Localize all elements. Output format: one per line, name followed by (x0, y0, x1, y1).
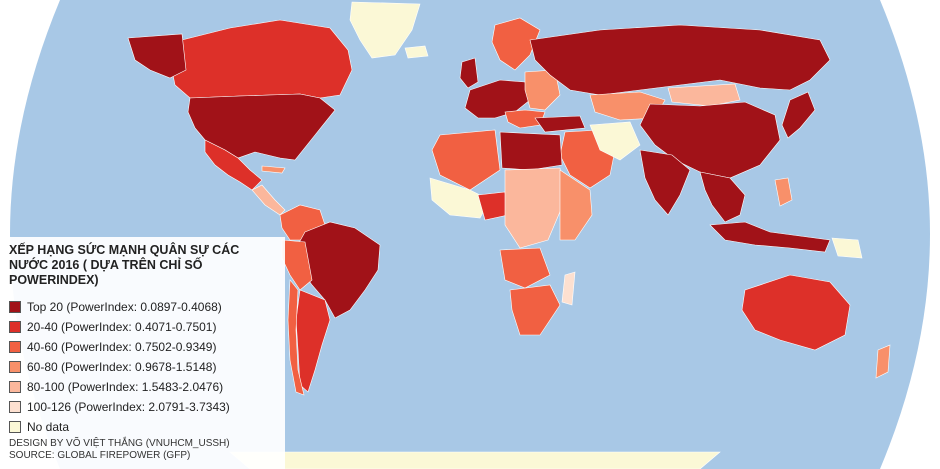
legend-swatch (9, 381, 21, 393)
west-africa (429, 177, 491, 219)
antarctica (229, 451, 721, 469)
legend-swatch (9, 321, 21, 333)
legend-item-40-60: 40-60 (PowerIndex: 0.7502-0.9349) (9, 339, 216, 355)
legend-label: 60-80 (PowerIndex: 0.9678-1.5148) (27, 360, 217, 374)
legend-title: XẾP HẠNG SỨC MẠNH QUÂN SỰ CÁC NƯỚC 2016 … (9, 243, 240, 287)
korea-japan (781, 91, 816, 139)
legend-swatch (9, 421, 21, 433)
cuba (261, 165, 286, 174)
uk (459, 57, 479, 89)
legend-item-80-100: 80-100 (PowerIndex: 1.5483-2.0476) (9, 379, 223, 395)
new-zealand (875, 344, 891, 379)
source-credit: SOURCE: GLOBAL FIREPOWER (GFP) (9, 450, 191, 461)
chile (287, 279, 305, 396)
legend-item-20-40: 20-40 (PowerIndex: 0.4071-0.7501) (9, 319, 216, 335)
legend-item-60-80: 60-80 (PowerIndex: 0.9678-1.5148) (9, 359, 216, 375)
central-america (251, 184, 286, 216)
legend-item-100-126: 100-126 (PowerIndex: 2.0791-3.7343) (9, 399, 230, 415)
legend-label: No data (27, 420, 70, 434)
india (639, 149, 691, 216)
legend-swatch (9, 301, 21, 313)
scandinavia (491, 17, 541, 71)
alaska (127, 33, 187, 79)
argentina (295, 289, 331, 393)
central-africa (504, 167, 566, 249)
usa (187, 93, 336, 161)
papua (831, 237, 863, 259)
australia (741, 274, 851, 351)
iran-afghanistan (589, 121, 641, 161)
legend-label: Top 20 (PowerIndex: 0.0897-0.4068) (27, 300, 222, 314)
greenland (349, 1, 421, 59)
philippines (774, 177, 793, 207)
madagascar (561, 271, 576, 306)
legend-swatch (9, 341, 21, 353)
indonesia (709, 221, 831, 253)
legend-label: 80-100 (PowerIndex: 1.5483-2.0476) (27, 380, 224, 394)
russia (529, 24, 831, 96)
design-credit: DESIGN BY VÕ VIỆT THẮNG (VNUHCM_USSH) (9, 438, 230, 449)
angola-zambia (499, 247, 551, 289)
legend-label: 20-40 (PowerIndex: 0.4071-0.7501) (27, 320, 217, 334)
legend-label: 100-126 (PowerIndex: 2.0791-3.7343) (27, 400, 230, 414)
legend-swatch (9, 401, 21, 413)
southeast-asia (699, 171, 746, 223)
egypt-libya (499, 131, 563, 171)
east-africa (559, 169, 593, 241)
mongolia (667, 83, 741, 107)
legend-item-top20: Top 20 (PowerIndex: 0.0897-0.4068) (9, 299, 222, 315)
iceland (404, 45, 429, 59)
legend-label: 40-60 (PowerIndex: 0.7502-0.9349) (27, 340, 217, 354)
legend: XẾP HẠNG SỨC MẠNH QUÂN SỰ CÁC NƯỚC 2016 … (3, 237, 285, 469)
turkey (534, 115, 586, 133)
southern-africa (509, 284, 561, 336)
legend-swatch (9, 361, 21, 373)
legend-item-no-data: No data (9, 419, 69, 435)
